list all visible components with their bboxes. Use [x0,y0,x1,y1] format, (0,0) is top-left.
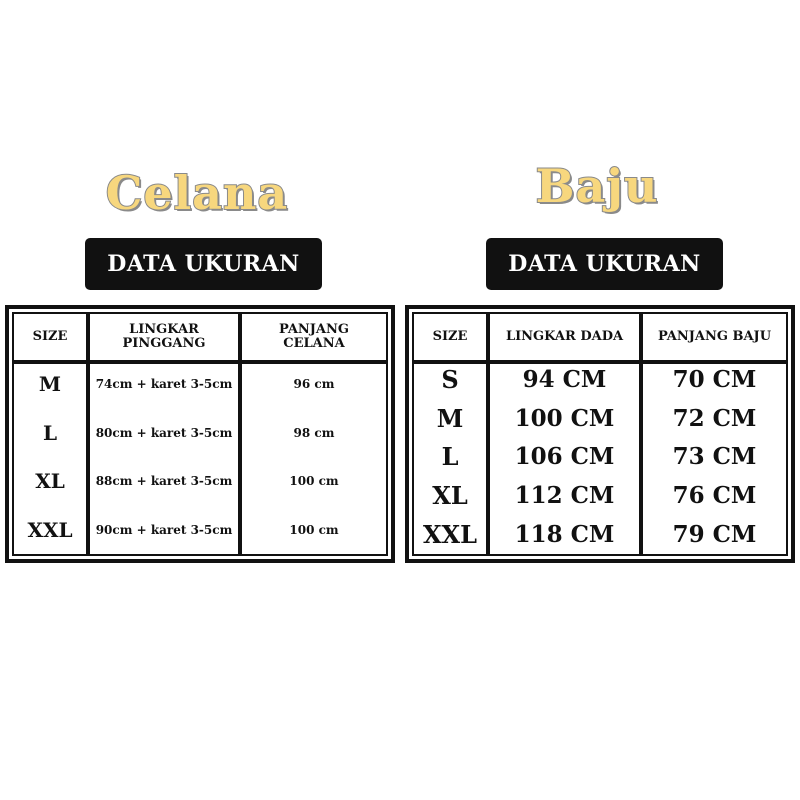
celana-title: Celana [105,165,289,221]
baju-data-ukuran-label: DATA UKURAN [486,238,723,290]
baju-cell-lingkar_dada: 118 CM [514,521,615,549]
baju-cell-lingkar_dada: 94 CM [522,365,607,393]
baju-title: Baju [535,158,659,214]
baju-cell-size: S [441,364,459,394]
baju-cell-size: XXL [422,520,478,550]
baju-header-1: LINGKAR DADA [490,314,643,364]
celana-column-size: M L XL XXL [14,360,90,554]
celana-cell-size: XXL [27,517,73,542]
celana-size-table: SIZE LINGKAR PINGGANG PANJANG CELANA M L XL XX… [5,305,395,563]
celana-cell-size: XL [35,469,65,494]
baju-column-panjang_baju: 70 CM 72 CM 73 CM 76 CM 79 CM [643,360,786,554]
celana-cell-lingkar_pinggang: 74cm + karet 3-5cm [95,377,233,392]
celana-header-0: SIZE [14,314,90,364]
baju-size-table: SIZE LINGKAR DADA PANJANG BAJU S M L XL XXL 94 C… [405,305,795,563]
celana-cell-size: M [38,372,62,397]
baju-header-0: SIZE [414,314,490,364]
baju-cell-size: XL [432,481,468,511]
celana-cell-panjang_celana: 96 cm [293,377,335,392]
celana-cell-panjang_celana: 100 cm [289,474,339,489]
celana-column-panjang_celana: 96 cm 98 cm 100 cm 100 cm [242,360,386,554]
baju-cell-lingkar_dada: 100 CM [514,404,615,432]
celana-cell-size: L [42,420,58,445]
baju-cell-size: L [441,442,459,472]
celana-cell-lingkar_pinggang: 88cm + karet 3-5cm [95,474,233,489]
baju-column-size: S M L XL XXL [414,360,490,554]
baju-header-2: PANJANG BAJU [643,314,786,364]
baju-cell-lingkar_dada: 112 CM [514,482,615,510]
baju-cell-panjang_baju: 79 CM [672,521,757,549]
baju-column-lingkar_dada: 94 CM 100 CM 106 CM 112 CM 118 CM [490,360,643,554]
celana-data-ukuran-label: DATA UKURAN [85,238,322,290]
baju-cell-lingkar_dada: 106 CM [514,443,615,471]
celana-header-1: LINGKAR PINGGANG [90,314,242,364]
baju-cell-panjang_baju: 73 CM [672,443,757,471]
celana-cell-lingkar_pinggang: 80cm + karet 3-5cm [95,425,233,440]
celana-cell-panjang_celana: 100 cm [289,522,339,537]
baju-cell-panjang_baju: 76 CM [672,482,757,510]
celana-header-2: PANJANG CELANA [242,314,386,364]
baju-cell-panjang_baju: 72 CM [672,404,757,432]
celana-cell-panjang_celana: 98 cm [293,425,335,440]
celana-cell-lingkar_pinggang: 90cm + karet 3-5cm [95,522,233,537]
baju-cell-size: M [436,403,464,433]
celana-column-lingkar_pinggang: 74cm + karet 3-5cm 80cm + karet 3-5cm 88cm… [90,360,242,554]
baju-cell-panjang_baju: 70 CM [672,365,757,393]
